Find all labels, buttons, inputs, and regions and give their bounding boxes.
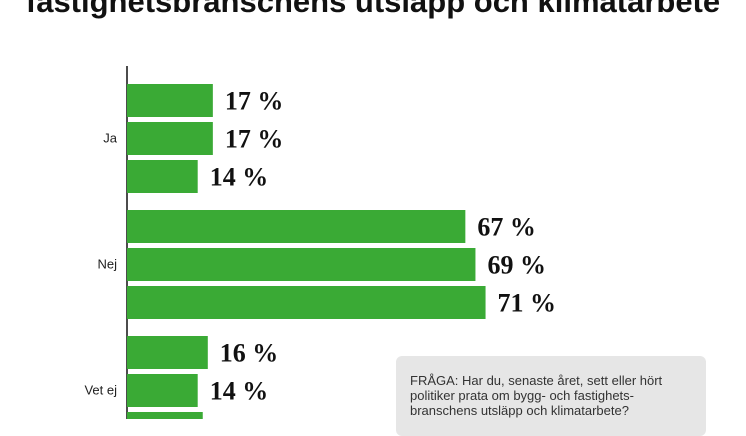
- bars-layer: Ja 17 % 17 % 14 % Nej 67 % 69 % 71 % Vet ej 16 % 1…: [84, 84, 556, 419]
- bar-value-label: 14 %: [210, 163, 269, 192]
- bar-value-label: 71 %: [498, 289, 557, 318]
- bar: [127, 160, 198, 193]
- bar-value-label: 17 %: [225, 125, 284, 154]
- bar: [127, 336, 208, 369]
- category-label: Ja: [103, 131, 118, 146]
- bar: [127, 248, 476, 281]
- bar: [127, 210, 466, 243]
- category-label: Vet ej: [84, 383, 117, 398]
- bar: [127, 122, 213, 155]
- bar: [127, 286, 486, 319]
- bar: [127, 412, 203, 419]
- bar: [127, 84, 213, 117]
- question-box: FRÅGA: Har du, senaste året, sett eller …: [396, 356, 706, 436]
- bar-value-label: 17 %: [225, 87, 284, 116]
- bar-chart: Ja 17 % 17 % 14 % Nej 67 % 69 % 71 % Vet ej 16 % 1…: [84, 66, 556, 419]
- bar-value-label: 16 %: [220, 339, 278, 368]
- bar: [127, 374, 198, 407]
- question-text: FRÅGA: Har du, senaste året, sett eller …: [410, 373, 663, 418]
- bar-value-label: 14 %: [210, 377, 269, 406]
- bar-value-label: 67 %: [477, 213, 535, 242]
- chart-title: fastighetsbranschens utsläpp och klimata…: [25, 0, 721, 19]
- bar-value-label: 69 %: [487, 251, 546, 280]
- category-label: Nej: [97, 257, 117, 272]
